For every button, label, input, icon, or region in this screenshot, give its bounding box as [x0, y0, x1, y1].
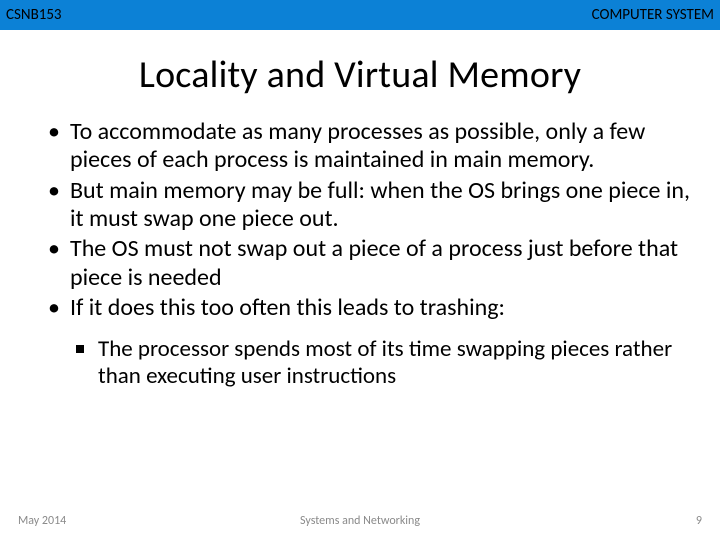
bullet-item: If it does this too often this leads to …: [48, 294, 690, 322]
footer-date: May 2014: [18, 514, 66, 528]
course-code: CSNB153: [6, 6, 62, 24]
sub-bullet-list: The processor spends most of its time sw…: [76, 336, 690, 390]
bullet-item: But main memory may be full: when the OS…: [48, 177, 690, 234]
slide-header: CSNB153 COMPUTER SYSTEM: [0, 0, 720, 30]
bullet-list: To accommodate as many processes as poss…: [48, 118, 690, 322]
sub-bullet-item: The processor spends most of its time sw…: [76, 336, 690, 390]
slide-footer: May 2014 Systems and Networking 9: [0, 514, 720, 528]
course-name: COMPUTER SYSTEM: [592, 6, 714, 24]
bullet-item: The OS must not swap out a piece of a pr…: [48, 235, 690, 292]
slide-content: To accommodate as many processes as poss…: [0, 118, 720, 390]
footer-subject: Systems and Networking: [300, 514, 420, 528]
page-number: 9: [696, 514, 702, 528]
slide-title: Locality and Virtual Memory: [0, 52, 720, 98]
bullet-item: To accommodate as many processes as poss…: [48, 118, 690, 175]
